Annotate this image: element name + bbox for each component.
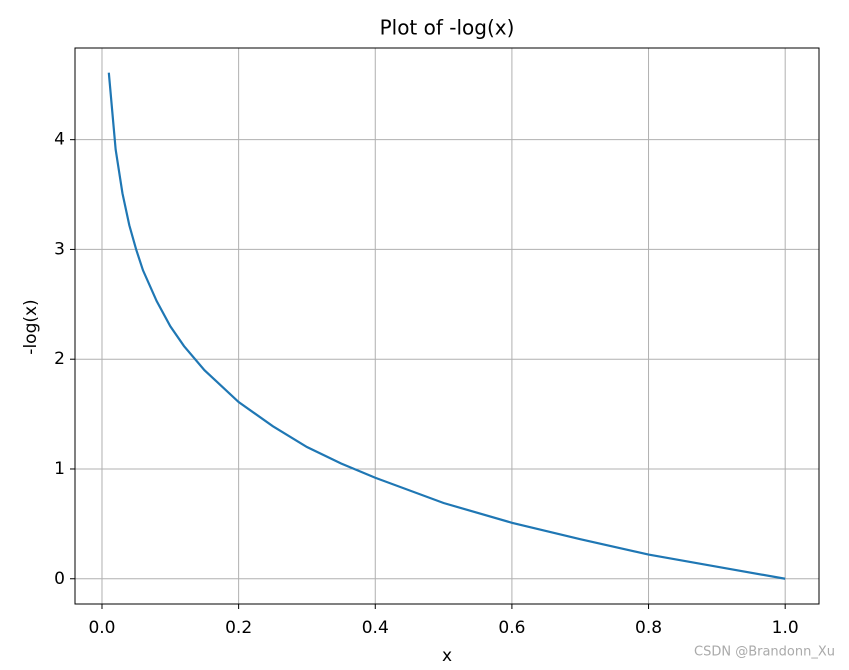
plot-frame xyxy=(74,47,820,605)
line-series xyxy=(107,72,786,580)
x-tick-label: 0.2 xyxy=(225,618,252,638)
watermark: CSDN @Brandonn_Xu xyxy=(694,645,835,660)
y-tick-label: 4 xyxy=(54,130,65,150)
y-tick-label: 2 xyxy=(54,349,65,369)
x-tick-label: 0.6 xyxy=(498,618,525,638)
x-tick-label: 0.8 xyxy=(635,618,662,638)
y-axis-label: -log(x) xyxy=(21,299,41,354)
x-tick-label: 1.0 xyxy=(772,618,799,638)
x-tick-label: 0.0 xyxy=(88,618,115,638)
chart-title: Plot of -log(x) xyxy=(380,16,515,40)
x-axis-label: x xyxy=(442,646,452,666)
y-tick-label: 0 xyxy=(54,569,65,589)
y-tick-label: 1 xyxy=(54,459,65,479)
x-tick-label: 0.4 xyxy=(362,618,389,638)
y-tick-label: 3 xyxy=(54,239,65,259)
